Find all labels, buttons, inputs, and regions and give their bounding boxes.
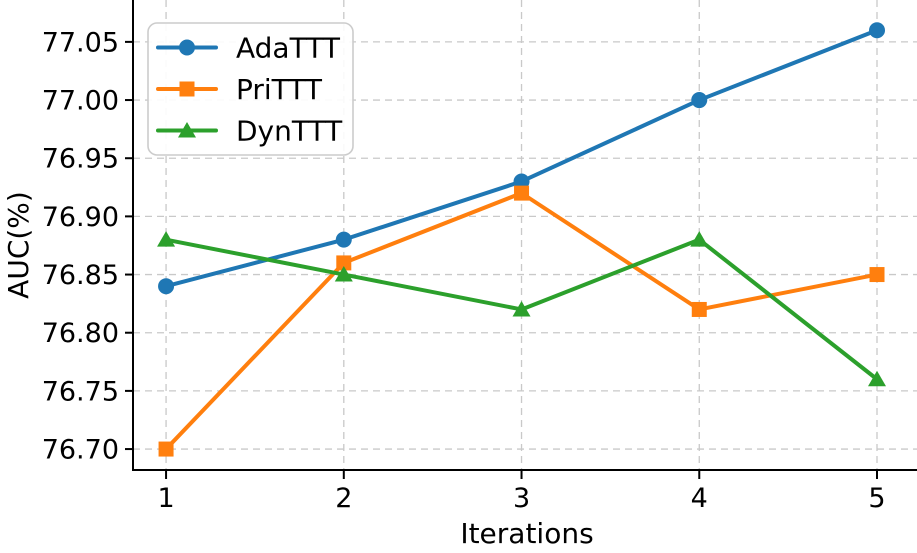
data-point-marker [691,301,707,317]
legend-label: AdaTTT [236,32,341,65]
legend-entry: PriTTT [156,73,323,106]
x-tick-label: 5 [868,483,885,514]
y-tick-label: 76.75 [42,376,119,407]
data-point-marker [158,278,175,295]
legend-box [147,22,354,156]
data-point-marker [336,255,352,271]
data-point-marker [690,231,709,247]
data-point-marker [334,266,353,282]
x-tick-label: 1 [157,483,174,514]
series-dynttt [157,231,887,387]
y-tick-label: 76.95 [42,144,119,175]
data-point-marker [513,173,530,190]
y-axis-label: AUC(%) [2,191,35,299]
data-point-marker [514,185,530,201]
y-tick-label: 77.00 [42,86,119,117]
data-point-marker [512,300,531,317]
legend-entry: AdaTTT [156,32,341,65]
data-point-marker [691,92,708,109]
data-point-marker [158,441,174,457]
axes-layer: 76.70 76.75 76.80 76.85 76.90 76.95 77.00 77.05… [42,0,917,514]
x-tick-label: 3 [513,483,530,514]
data-point-marker [868,370,887,387]
series-layer [157,22,887,457]
y-tick-label: 76.70 [42,435,119,466]
legend-label: DynTTT [236,115,343,148]
series-adattt [158,22,886,295]
x-tick-label: 4 [691,483,708,514]
data-point-marker [869,22,886,39]
y-tick-label: 77.05 [42,27,119,58]
x-tick-label: 2 [335,483,352,514]
x-axis-label: Iterations [460,517,593,550]
data-point-marker [335,231,352,248]
legend-marker [179,39,195,56]
legend-marker [179,81,195,97]
legend: AdaTTT PriTTT DynTTT [147,22,354,156]
y-tick-label: 76.85 [42,260,119,291]
data-point-marker [869,267,885,283]
legend-entry: DynTTT [156,115,343,148]
series-prittt [158,185,885,457]
y-tick-label: 76.80 [42,318,119,349]
y-tick-label: 76.90 [42,202,119,233]
legend-label: PriTTT [236,73,323,106]
legend-marker [178,122,196,138]
data-point-marker [157,231,176,247]
